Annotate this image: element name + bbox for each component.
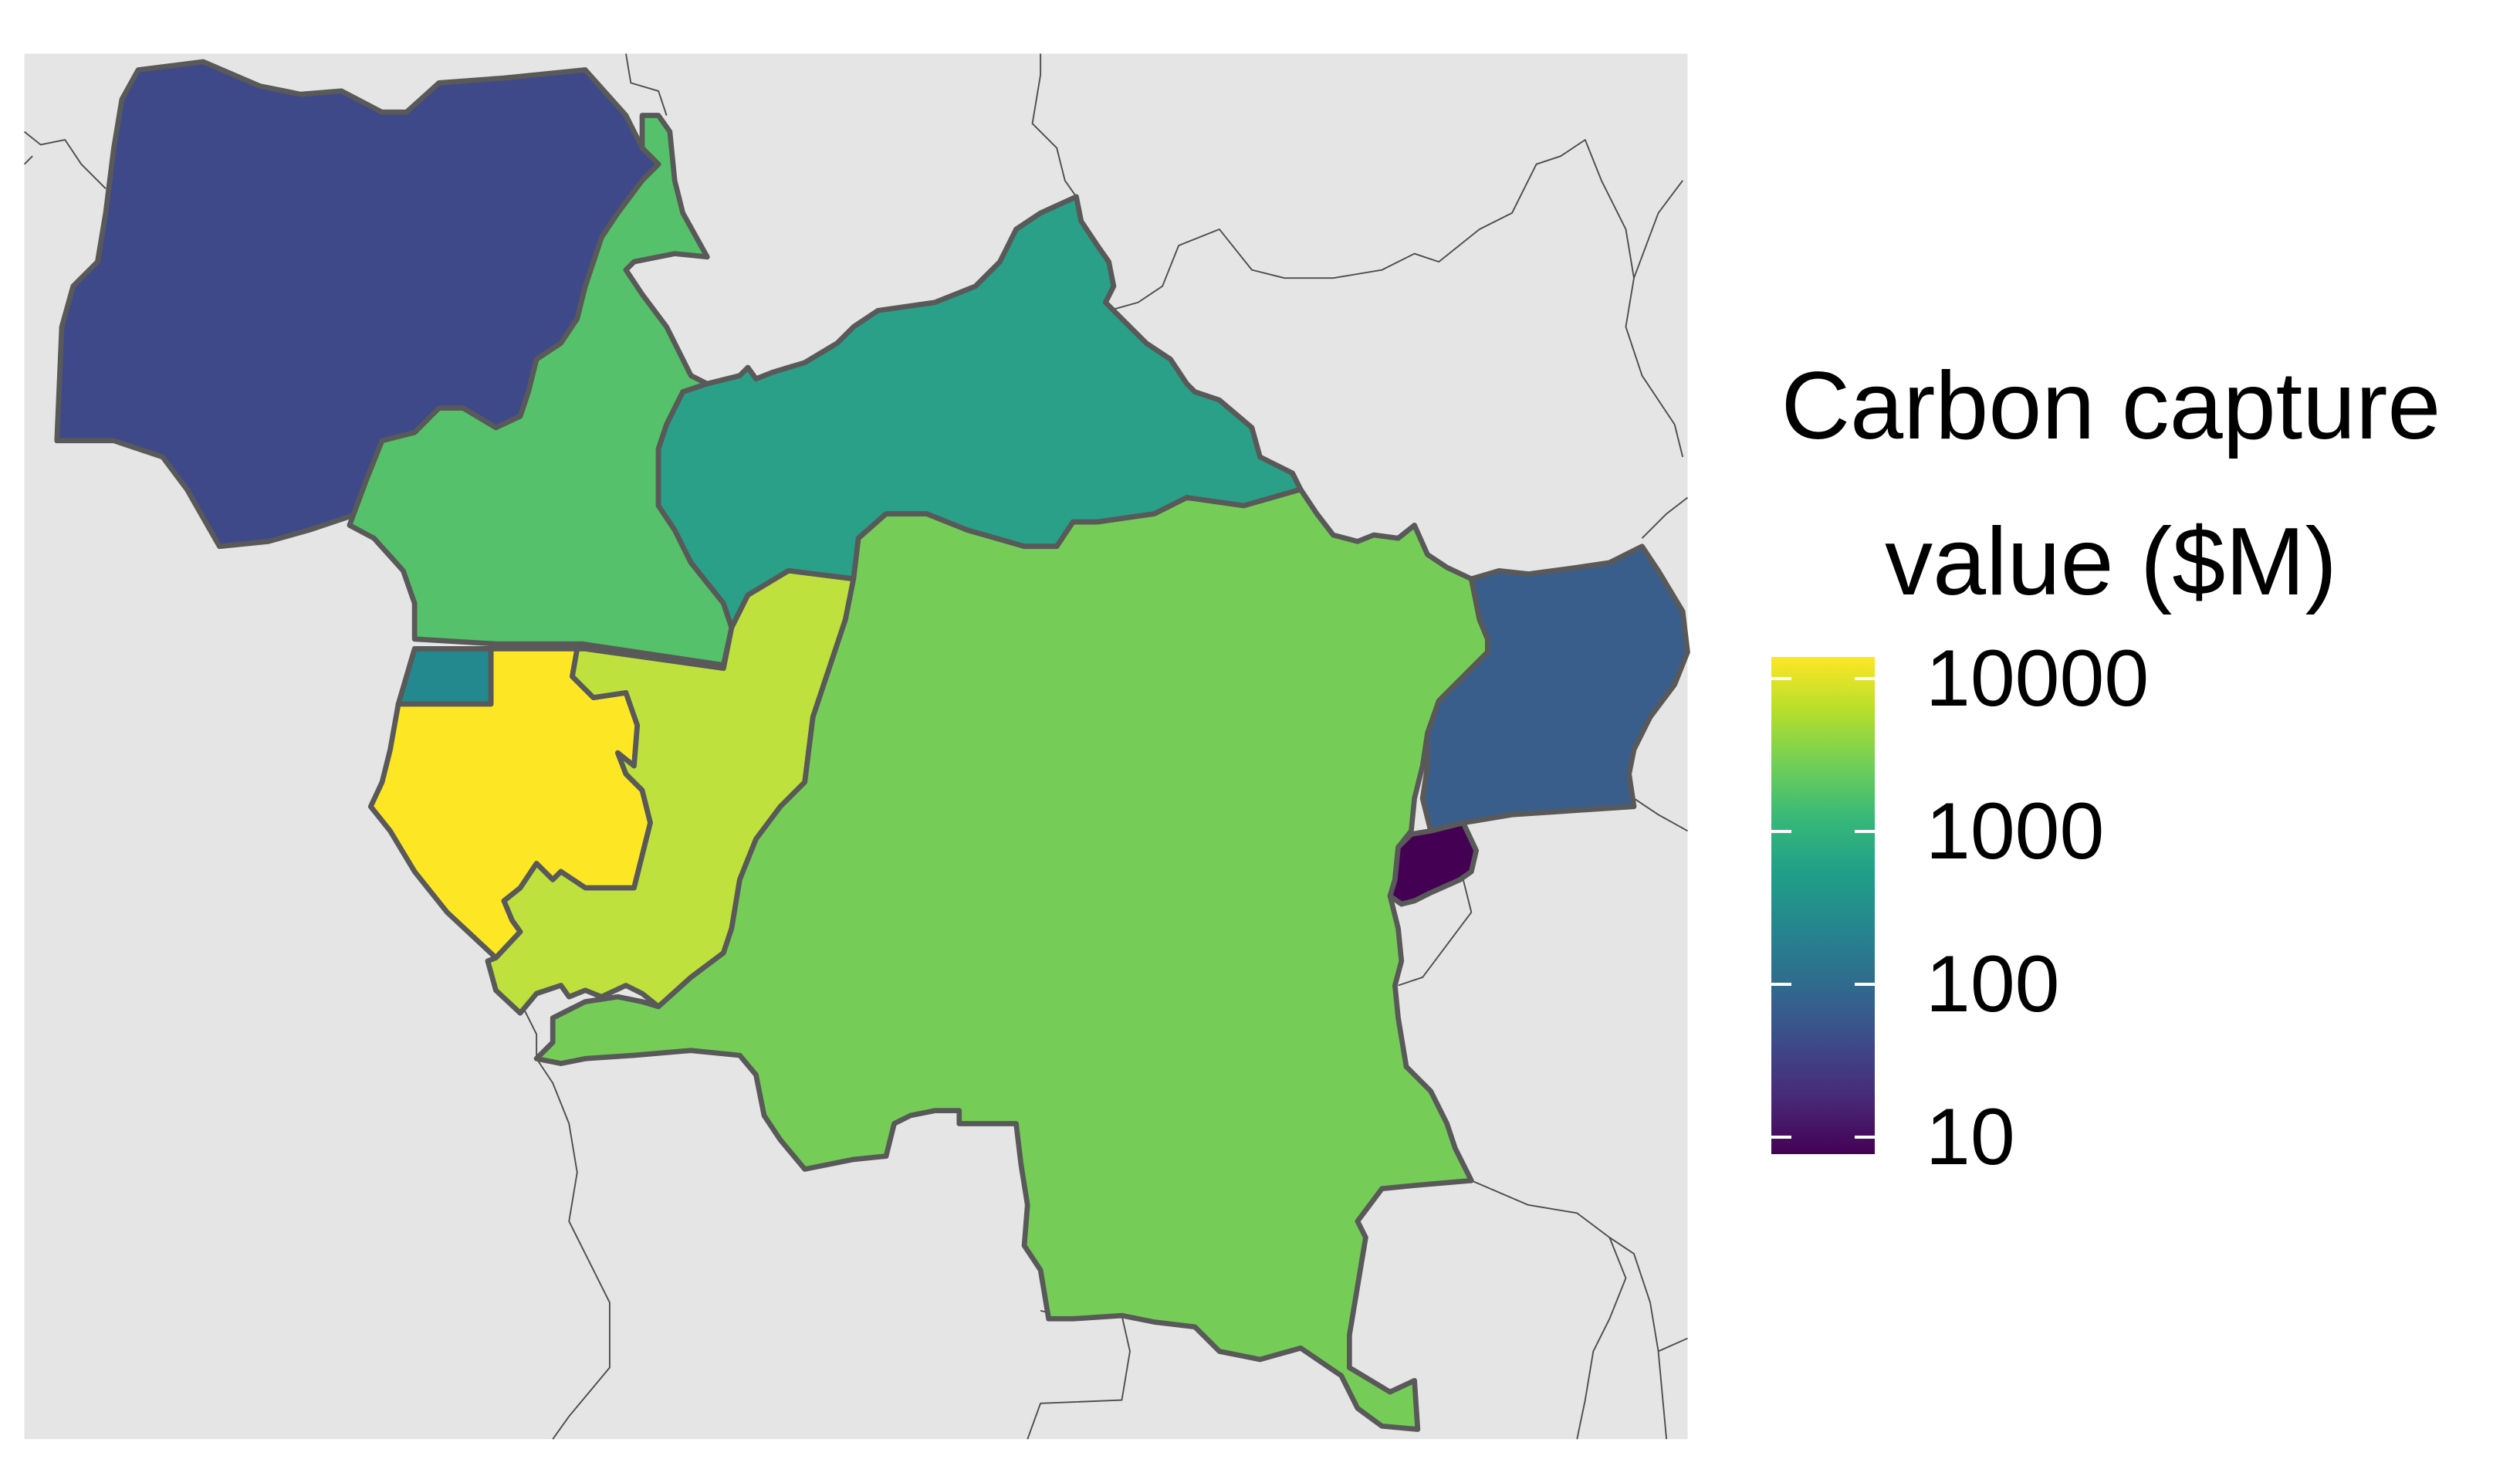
legend-tick-100-left: [1771, 983, 1791, 986]
border-tanzania-zambia: [1470, 1180, 1627, 1440]
country-cameroon: [347, 113, 735, 668]
border-malawi: [1658, 1337, 1688, 1353]
border-sudan-egypt: [1633, 180, 1683, 279]
legend-title-line-2: value ($M): [1885, 509, 2337, 615]
country-dr-congo: [533, 486, 1490, 1432]
legend-tick-1000-left: [1771, 830, 1791, 833]
border-tanzania-uganda: [1398, 879, 1473, 987]
border-west-africa-north: [24, 130, 107, 189]
border-chad-sudan: [1108, 139, 1684, 458]
legend-tick-1000-right: [1855, 830, 1875, 833]
legend-tick-10000-left: [1771, 677, 1791, 680]
legend-tick-10-right: [1855, 1136, 1875, 1139]
legend-title-line-1: Carbon capture: [1781, 353, 2441, 459]
border-angola-coast: [536, 1058, 611, 1440]
border-niger-chad: [625, 53, 668, 116]
border-mozambique: [1608, 1237, 1668, 1440]
legend-title: Carbon capture value ($M): [1721, 328, 2501, 640]
legend-label-1000: 1000: [1926, 787, 2105, 876]
border-west-africa-coast: [23, 155, 33, 165]
legend-tick-100-right: [1855, 983, 1875, 986]
country-rwanda: [1387, 820, 1480, 907]
legend-tick-10-left: [1771, 1136, 1791, 1139]
border-cabinda: [519, 1001, 538, 1059]
border-ethiopia-north: [1641, 496, 1689, 539]
legend-label-100: 100: [1926, 940, 2060, 1029]
country-uganda: [1419, 543, 1690, 834]
legend-colorbar: [1771, 657, 1875, 1154]
country-equatorial-guinea: [395, 646, 494, 707]
border-ethiopia-kenya: [1633, 797, 1688, 832]
legend-label-10000: 10000: [1926, 634, 2150, 723]
border-chad-libya: [1031, 53, 1077, 198]
background-country-borders: [23, 53, 1689, 1440]
legend-tick-10000-right: [1855, 677, 1875, 680]
highlighted-countries: [54, 59, 1690, 1432]
legend-label-10: 10: [1926, 1092, 2015, 1182]
